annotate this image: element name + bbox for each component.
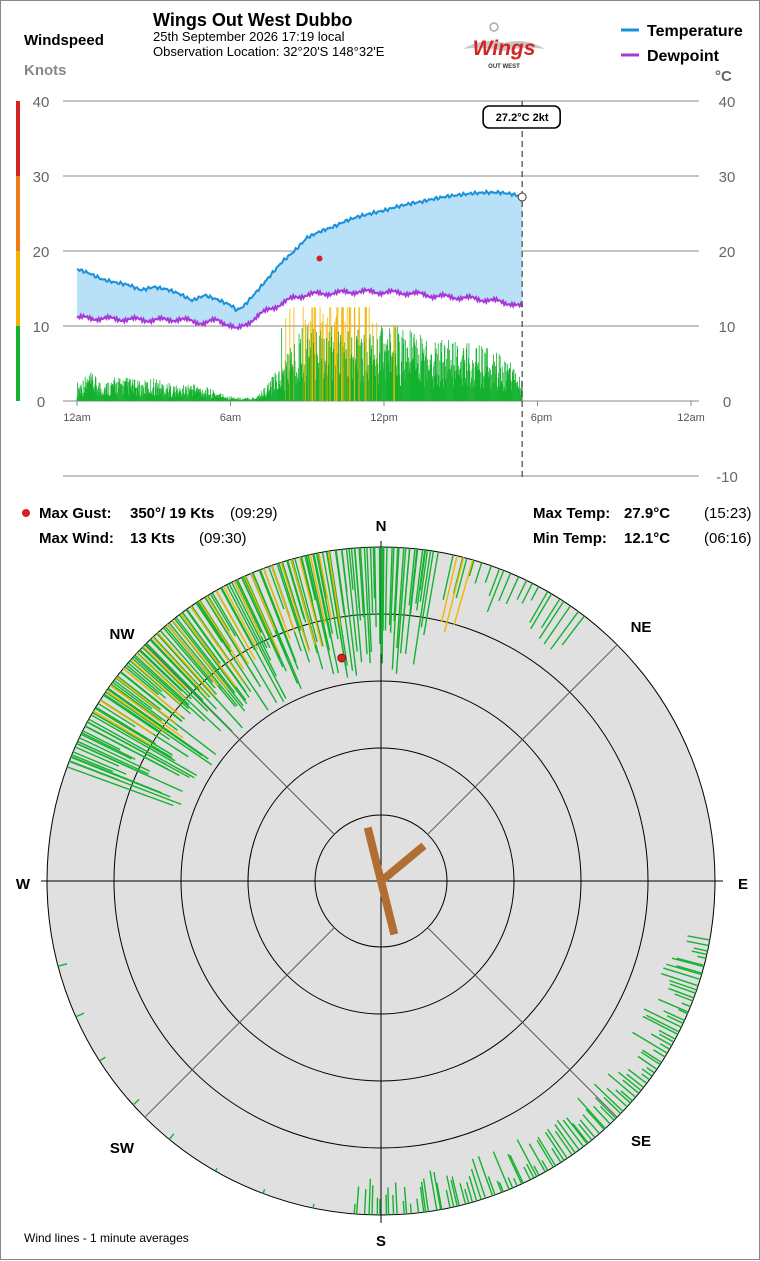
x-tick-label: 12am [677, 412, 705, 424]
cursor-label: 27.2°C 2kt [496, 112, 549, 124]
speed-band-3 [16, 101, 20, 176]
speed-band-0 [16, 326, 20, 401]
cursor-temp-marker [518, 193, 526, 201]
right-tick-label: 20 [719, 244, 736, 261]
right-tick-label: 30 [719, 169, 736, 186]
left-tick-label: 10 [33, 319, 50, 336]
date-line: 25th September 2026 17:19 local [153, 29, 345, 44]
min-temp-label: Min Temp: [533, 530, 607, 547]
direction-label-se: SE [631, 1133, 651, 1150]
direction-label-ne: NE [631, 619, 652, 636]
wind-speed-scale-bar [16, 101, 20, 401]
max-gust-time: (09:29) [230, 505, 278, 522]
direction-label-n: N [376, 518, 387, 535]
min-temp-time: (06:16) [704, 530, 752, 547]
x-tick-label: 12pm [370, 412, 398, 424]
wind-trace [372, 1185, 373, 1219]
right-tick-label: -10 [716, 469, 738, 486]
celsius-axis-unit: °C [715, 68, 732, 85]
logo-subtext: OUT WEST [488, 64, 520, 70]
speed-band-2 [16, 176, 20, 251]
wind-rose: N NE E SE S SW W NW [16, 518, 748, 1250]
max-gust-point [317, 256, 323, 262]
right-tick-label: 10 [719, 319, 736, 336]
max-temp-label: Max Temp: [533, 505, 610, 522]
temperature-dewpoint-fill [77, 191, 522, 329]
legend-temperature-label: Temperature [647, 23, 743, 40]
wings-out-west-logo: Wings OUT WEST [463, 23, 545, 70]
right-tick-label: 0 [723, 394, 731, 411]
left-tick-label: 40 [33, 94, 50, 111]
max-temp-time: (15:23) [704, 505, 752, 522]
left-tick-label: 20 [33, 244, 50, 261]
right-tick-label: 40 [719, 94, 736, 111]
max-gust-label: Max Gust: [39, 505, 112, 522]
direction-label-s: S [376, 1233, 386, 1250]
speed-band-1 [16, 251, 20, 326]
direction-label-sw: SW [110, 1140, 135, 1157]
min-temp-value: 12.1°C [624, 530, 670, 547]
legend-dewpoint-label: Dewpoint [647, 48, 720, 65]
wind-trace [383, 543, 384, 631]
max-wind-label: Max Wind: [39, 530, 114, 547]
max-wind-time: (09:30) [199, 530, 247, 547]
max-temp-value: 27.9°C [624, 505, 670, 522]
x-tick-label: 6am [220, 412, 241, 424]
location-line: Observation Location: 32°20'S 148°32'E [153, 44, 385, 59]
left-tick-label: 30 [33, 169, 50, 186]
gust-direction-marker [338, 654, 346, 662]
windspeed-axis-title: Windspeed [24, 32, 104, 49]
direction-label-nw: NW [110, 626, 136, 643]
stats-block: Max Gust: 350°/ 19 Kts (09:29) Max Wind:… [22, 505, 752, 547]
left-tick-label: 0 [37, 394, 45, 411]
max-gust-value: 350°/ 19 Kts [130, 505, 214, 522]
logo-script: Wings [473, 37, 536, 60]
wind-lines-footnote: Wind lines - 1 minute averages [24, 1231, 189, 1245]
x-tick-label: 12am [63, 412, 91, 424]
wind-trace [388, 1187, 389, 1219]
chart-legend: Temperature Dewpoint [621, 23, 743, 65]
direction-label-w: W [16, 876, 31, 893]
max-wind-value: 13 Kts [130, 530, 175, 547]
direction-label-e: E [738, 876, 748, 893]
station-title: Wings Out West Dubbo [153, 10, 353, 30]
x-tick-label: 6pm [531, 412, 552, 424]
temp-dew-band [77, 191, 522, 329]
knots-axis-unit: Knots [24, 62, 67, 79]
gust-marker-icon [22, 509, 30, 517]
